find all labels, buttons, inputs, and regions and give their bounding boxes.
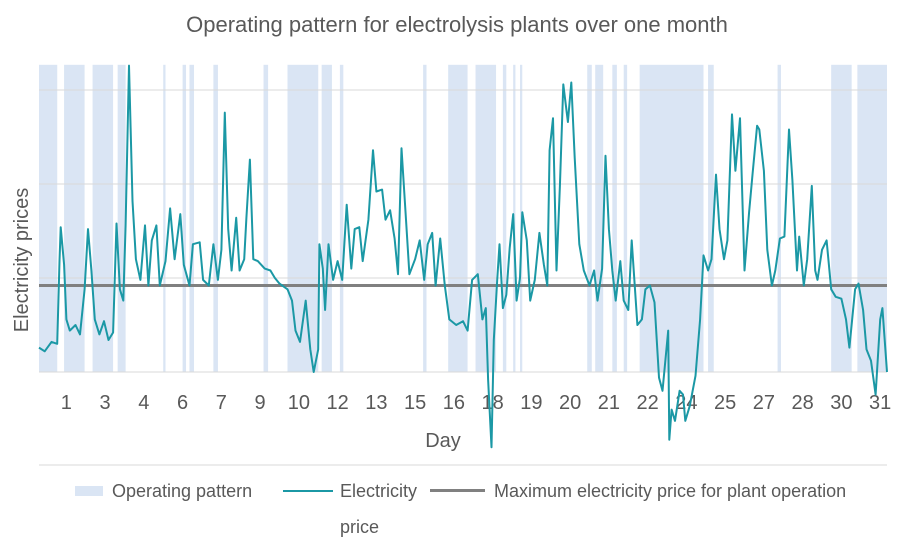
x-tick-label: 1 xyxy=(61,392,72,414)
x-tick-label: 21 xyxy=(598,392,620,414)
legend-label: Operating pattern xyxy=(112,481,253,501)
operating-band xyxy=(595,64,604,373)
operating-band xyxy=(64,64,85,373)
x-tick-label: 31 xyxy=(869,392,891,414)
x-tick-label: 4 xyxy=(138,392,149,414)
operating-band xyxy=(857,64,887,373)
x-tick-label: 16 xyxy=(443,392,465,414)
legend-swatch-max xyxy=(430,489,485,492)
x-tick-label: 7 xyxy=(216,392,227,414)
chart-title: Operating pattern for electrolysis plant… xyxy=(186,12,728,37)
operating-band xyxy=(92,64,114,373)
operating-band xyxy=(448,64,468,373)
x-tick-label: 6 xyxy=(177,392,188,414)
operating-band xyxy=(339,64,344,373)
x-tick-label: 3 xyxy=(100,392,111,414)
x-tick-label: 28 xyxy=(792,392,814,414)
operating-band xyxy=(321,64,332,373)
legend-swatch-line xyxy=(283,490,333,492)
operating-band xyxy=(213,64,218,373)
x-tick-label: 9 xyxy=(255,392,266,414)
operating-band xyxy=(587,64,592,373)
x-tick-label: 22 xyxy=(637,392,659,414)
plot-area: 1 3 4 6 7 9 10 12 13 15 16 18 19 20 21 22 24 25 27 28 30 31 xyxy=(38,64,891,449)
x-tick-label: 30 xyxy=(830,392,852,414)
operating-band xyxy=(612,64,617,373)
x-tick-label: 13 xyxy=(365,392,387,414)
operating-band xyxy=(708,64,714,373)
x-tick-label: 27 xyxy=(753,392,775,414)
legend-swatch-band xyxy=(75,486,103,496)
operating-band xyxy=(502,64,507,373)
operating-band xyxy=(639,64,704,373)
y-axis-label: Electricity prices xyxy=(11,188,33,332)
operating-band xyxy=(182,64,187,373)
operating-band xyxy=(777,64,781,373)
legend-label: Maximum electricity price for plant oper… xyxy=(494,481,847,501)
x-tick-label: 25 xyxy=(714,392,736,414)
x-axis-label: Day xyxy=(425,430,461,452)
x-tick-label: 20 xyxy=(559,392,581,414)
price-line xyxy=(38,64,888,449)
operating-band xyxy=(117,64,126,373)
operating-band xyxy=(263,64,269,373)
operating-band xyxy=(623,64,628,373)
x-tick-label: 19 xyxy=(520,392,542,414)
x-tick-label: 12 xyxy=(326,392,348,414)
operating-band xyxy=(39,64,58,373)
operating-band xyxy=(163,64,166,373)
x-tick-label: 10 xyxy=(288,392,310,414)
x-tick-label: 15 xyxy=(404,392,426,414)
legend-label: Electricity price xyxy=(340,481,418,537)
operating-band xyxy=(189,64,195,373)
operating-band xyxy=(831,64,852,373)
operating-band xyxy=(423,64,427,373)
